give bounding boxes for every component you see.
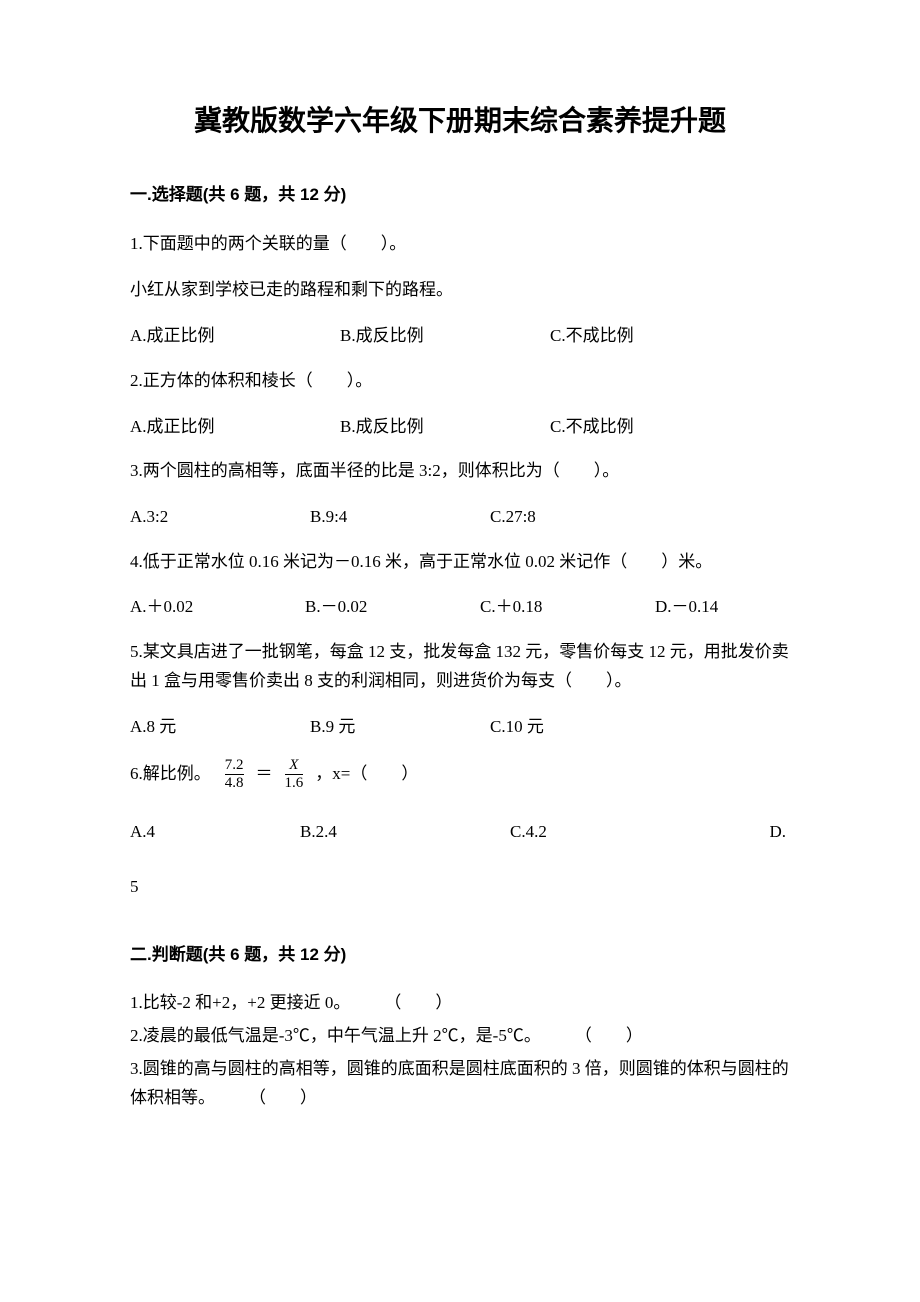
q6-tail: ，x=（ ） xyxy=(315,760,418,789)
section-2-header: 二.判断题(共 6 题，共 12 分) xyxy=(130,942,790,968)
q3-option-c: C.27:8 xyxy=(490,504,790,530)
section-1-header: 一.选择题(共 6 题，共 12 分) xyxy=(130,182,790,208)
q4-options: A.＋0.02 B.－0.02 C.＋0.18 D.－0.14 xyxy=(130,594,790,620)
q2-option-b: B.成反比例 xyxy=(340,414,550,440)
q4-option-a: A.＋0.02 xyxy=(130,594,305,620)
q2-option-a: A.成正比例 xyxy=(130,414,340,440)
q6-equation: 7.2 4.8 ＝ X 1.6 ，x=（ ） xyxy=(223,757,419,791)
q1-option-c: C.不成比例 xyxy=(550,323,790,349)
q4-option-b: B.－0.02 xyxy=(305,594,480,620)
q4-stem: 4.低于正常水位 0.16 米记为－0.16 米，高于正常水位 0.02 米记作… xyxy=(130,548,790,577)
q4-option-c: C.＋0.18 xyxy=(480,594,655,620)
q6-option-c: C.4.2 xyxy=(510,819,720,845)
q6-frac2-den: 1.6 xyxy=(285,774,304,792)
q2-option-c: C.不成比例 xyxy=(550,414,790,440)
q5-option-c: C.10 元 xyxy=(490,714,790,740)
q1-stem: 1.下面题中的两个关联的量（ ）。 xyxy=(130,230,790,259)
q6-extra-line: 5 xyxy=(130,873,790,902)
q6-frac1-den: 4.8 xyxy=(225,774,244,792)
q6-option-b: B.2.4 xyxy=(300,819,510,845)
q6-options: A.4 B.2.4 C.4.2 D. xyxy=(130,819,790,845)
q3-options: A.3:2 B.9:4 C.27:8 xyxy=(130,504,790,530)
q3-option-a: A.3:2 xyxy=(130,504,310,530)
q6-eqsign: ＝ xyxy=(256,760,273,789)
q1-sub: 小红从家到学校已走的路程和剩下的路程。 xyxy=(130,276,790,305)
q1-option-a: A.成正比例 xyxy=(130,323,340,349)
q6-option-d: D. xyxy=(720,819,790,845)
q2-options: A.成正比例 B.成反比例 C.不成比例 xyxy=(130,414,790,440)
exam-page: 冀教版数学六年级下册期末综合素养提升题 一.选择题(共 6 题，共 12 分) … xyxy=(0,0,920,1177)
q6-frac1-num: 7.2 xyxy=(225,757,244,774)
q1-options: A.成正比例 B.成反比例 C.不成比例 xyxy=(130,323,790,349)
q6-frac1: 7.2 4.8 xyxy=(225,757,244,791)
judge-3: 3.圆锥的高与圆柱的高相等，圆锥的底面积是圆柱底面积的 3 倍，则圆锥的体积与圆… xyxy=(130,1055,790,1113)
q6-stem: 6.解比例。 7.2 4.8 ＝ X 1.6 ，x=（ ） xyxy=(130,757,790,791)
q3-stem: 3.两个圆柱的高相等，底面半径的比是 3:2，则体积比为（ ）。 xyxy=(130,457,790,486)
q6-leader: 6.解比例。 xyxy=(130,760,211,789)
q5-option-b: B.9 元 xyxy=(310,714,490,740)
q6-option-a: A.4 xyxy=(130,819,300,845)
q5-option-a: A.8 元 xyxy=(130,714,310,740)
q2-stem: 2.正方体的体积和棱长（ ）。 xyxy=(130,367,790,396)
judge-1: 1.比较-2 和+2，+2 更接近 0。 （ ） xyxy=(130,989,790,1018)
q3-option-b: B.9:4 xyxy=(310,504,490,530)
q4-option-d: D.－0.14 xyxy=(655,594,790,620)
q6-frac2-num: X xyxy=(285,757,304,774)
q6-frac2: X 1.6 xyxy=(285,757,304,791)
q5-options: A.8 元 B.9 元 C.10 元 xyxy=(130,714,790,740)
judge-2: 2.凌晨的最低气温是-3℃，中午气温上升 2℃，是-5℃。 （ ） xyxy=(130,1022,790,1051)
q5-stem: 5.某文具店进了一批钢笔，每盒 12 支，批发每盒 132 元，零售价每支 12… xyxy=(130,638,790,696)
q1-option-b: B.成反比例 xyxy=(340,323,550,349)
document-title: 冀教版数学六年级下册期末综合素养提升题 xyxy=(130,100,790,142)
